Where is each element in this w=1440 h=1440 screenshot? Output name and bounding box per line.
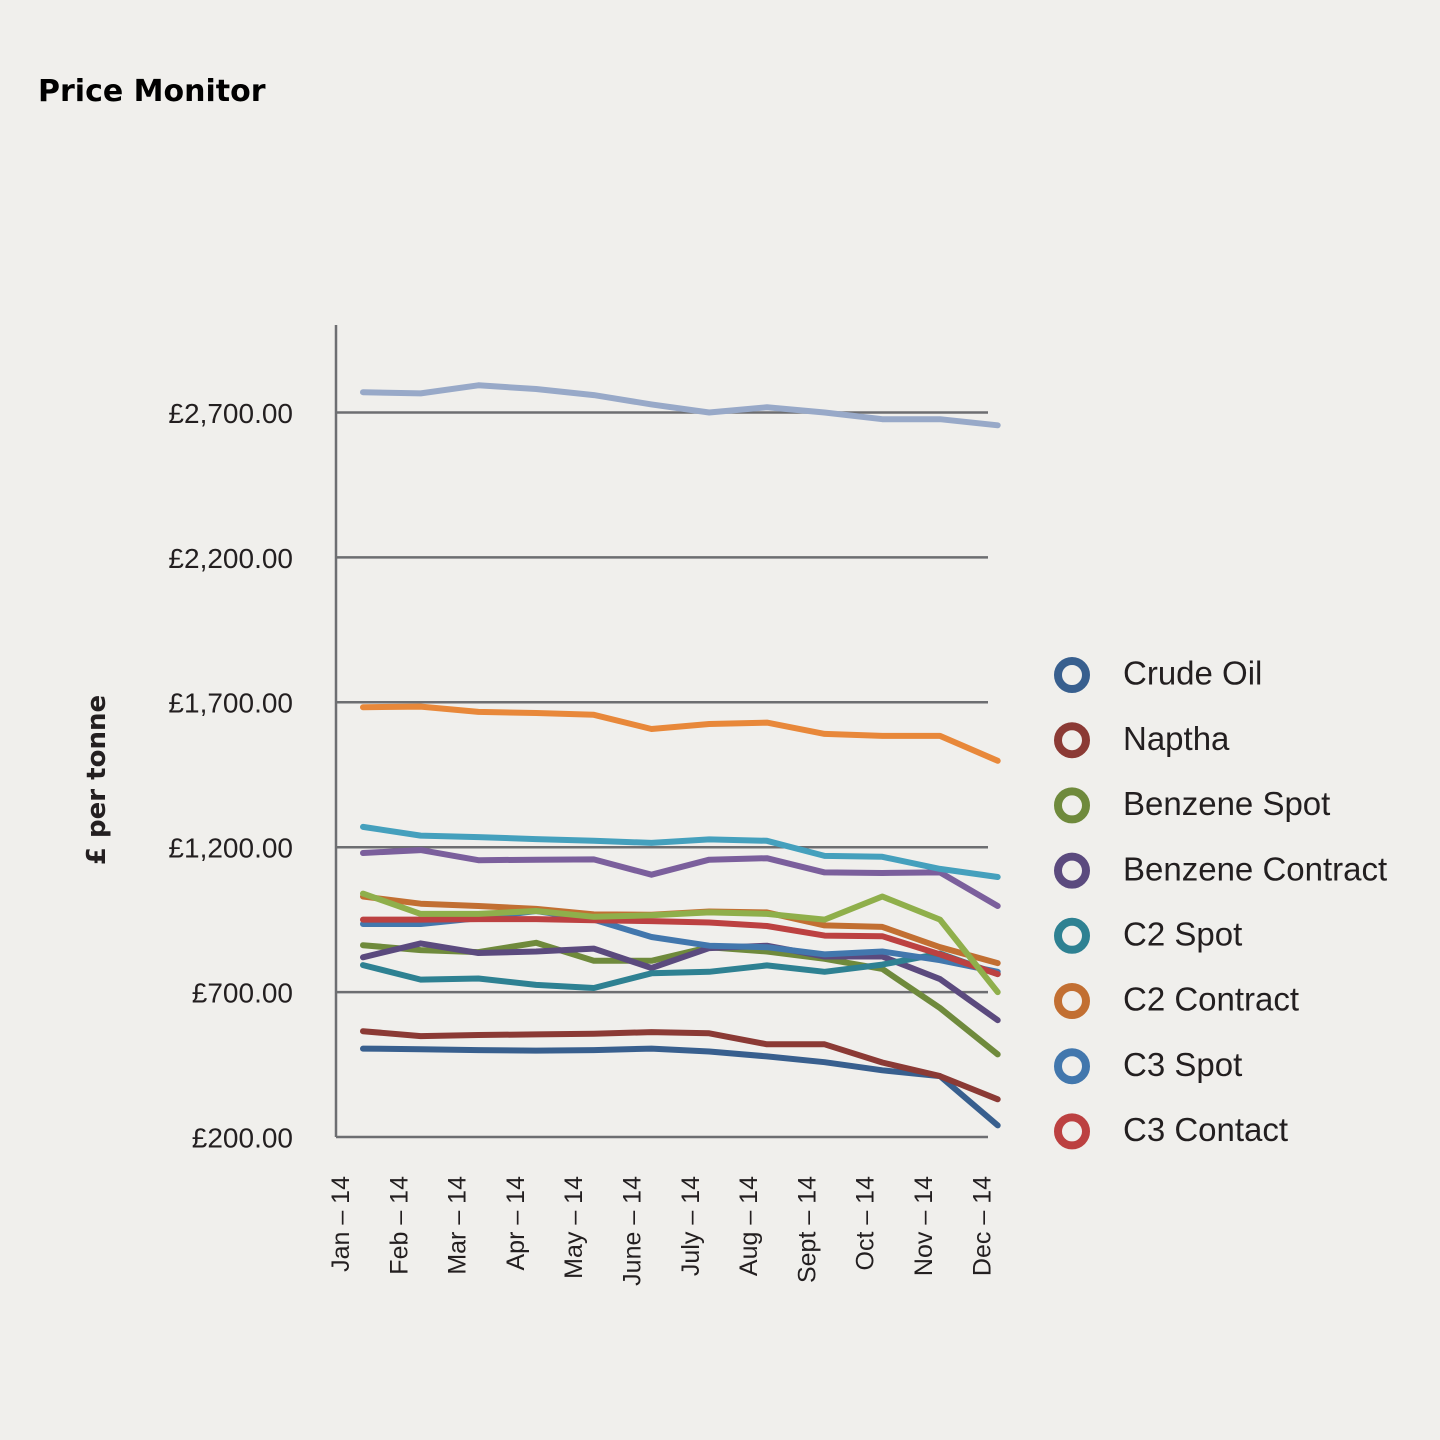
x-tick-label: Sept – 14 xyxy=(793,1176,821,1283)
y-tick-label: £1,700.00 xyxy=(168,688,293,719)
x-tick-label: Oct – 14 xyxy=(852,1176,880,1271)
y-axis-ticks: £200.00 £700.00 £1,200.00 £1,700.00 £2,200.0… xyxy=(168,398,293,1154)
legend: Crude Oil Naptha Benzene Spot Benzene Contr… xyxy=(1054,655,1387,1150)
series-line xyxy=(360,703,1001,764)
gridlines xyxy=(336,411,988,1139)
series-line xyxy=(360,950,1001,991)
legend-label: Benzene Spot xyxy=(1123,785,1330,822)
y-tick-label: £700.00 xyxy=(192,977,293,1008)
legend-marker xyxy=(1054,917,1090,954)
series-line xyxy=(360,847,1001,909)
x-tick-label: Nov – 14 xyxy=(910,1176,938,1276)
series-line xyxy=(360,1045,1001,1129)
y-tick-label: £2,700.00 xyxy=(168,398,293,429)
legend-label: C2 Spot xyxy=(1123,916,1242,953)
legend-label: C3 Contact xyxy=(1123,1111,1288,1148)
x-axis-ticks: Jan – 14 Feb – 14 Mar – 14 Apr – 14 May – 14… xyxy=(327,1176,996,1286)
x-tick-label: Aug – 14 xyxy=(735,1176,763,1276)
series-line xyxy=(360,382,1001,429)
series-lines xyxy=(360,382,1001,1129)
legend-label: Naptha xyxy=(1123,720,1230,757)
series-line xyxy=(360,1028,1001,1103)
y-axis-label: £ per tonne xyxy=(82,695,112,865)
x-tick-label: Dec – 14 xyxy=(968,1176,996,1276)
x-tick-label: Mar – 14 xyxy=(444,1176,472,1275)
x-tick-label: Feb – 14 xyxy=(385,1176,413,1275)
series-line xyxy=(360,890,1001,996)
x-tick-label: July – 14 xyxy=(677,1176,705,1276)
y-tick-label: £2,200.00 xyxy=(168,543,293,574)
legend-label: C3 Spot xyxy=(1123,1046,1242,1083)
legend-marker xyxy=(1054,983,1090,1019)
x-tick-label: Apr – 14 xyxy=(502,1176,530,1271)
legend-label: Benzene Contract xyxy=(1123,850,1387,887)
series-line xyxy=(360,916,1001,978)
y-tick-label: £200.00 xyxy=(192,1122,293,1153)
x-tick-label: Jan – 14 xyxy=(327,1176,355,1272)
legend-marker xyxy=(1054,1048,1090,1085)
y-tick-label: £1,200.00 xyxy=(168,833,293,864)
legend-marker xyxy=(1054,722,1090,759)
x-tick-label: May – 14 xyxy=(560,1176,588,1279)
legend-marker xyxy=(1054,852,1090,889)
legend-marker xyxy=(1054,1113,1090,1150)
legend-marker xyxy=(1054,657,1090,693)
x-tick-label: June – 14 xyxy=(619,1176,647,1286)
legend-marker xyxy=(1054,787,1090,824)
legend-label: C2 Contract xyxy=(1123,981,1299,1018)
series-line xyxy=(360,823,1001,880)
chart-title: Price Monitor xyxy=(38,74,266,109)
legend-label: Crude Oil xyxy=(1123,655,1262,692)
